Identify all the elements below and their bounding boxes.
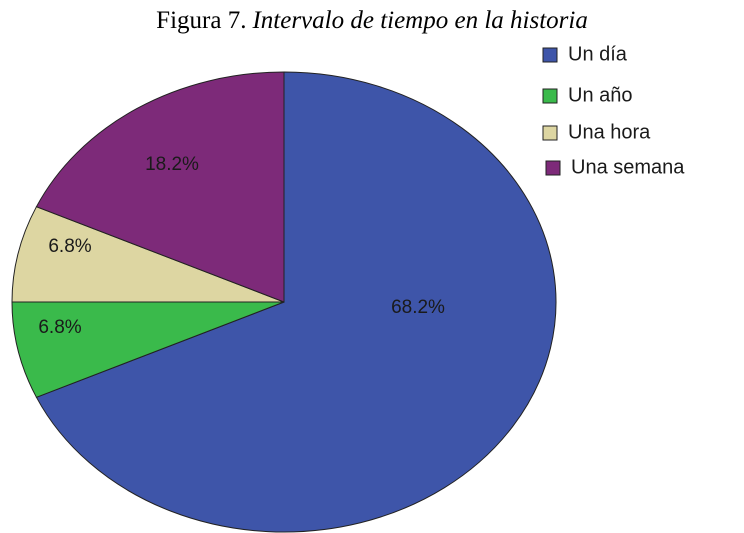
legend-swatch bbox=[542, 125, 558, 141]
pie-slice bbox=[11, 206, 285, 303]
pie-slice bbox=[35, 71, 557, 533]
data-label: 18.2% bbox=[145, 154, 199, 175]
legend-swatch bbox=[542, 88, 558, 104]
data-label: 68.2% bbox=[391, 297, 445, 318]
legend-label: Una semana bbox=[571, 156, 685, 178]
legend-label: Un día bbox=[568, 43, 628, 65]
chart-title: Figura 7. Intervalo de tiempo en la histo… bbox=[156, 7, 588, 34]
figure-label: Figura 7. bbox=[156, 7, 246, 34]
data-label: 6.8% bbox=[38, 317, 81, 338]
pie-slice bbox=[35, 71, 285, 303]
legend-swatch bbox=[545, 160, 561, 176]
legend-label: Una hora bbox=[568, 121, 651, 143]
legend-swatch bbox=[542, 47, 558, 63]
legend-label: Un año bbox=[568, 84, 633, 106]
title-text: Intervalo de tiempo en la historia bbox=[251, 7, 587, 34]
data-label: 6.8% bbox=[48, 236, 91, 257]
pie-slice bbox=[11, 301, 285, 398]
